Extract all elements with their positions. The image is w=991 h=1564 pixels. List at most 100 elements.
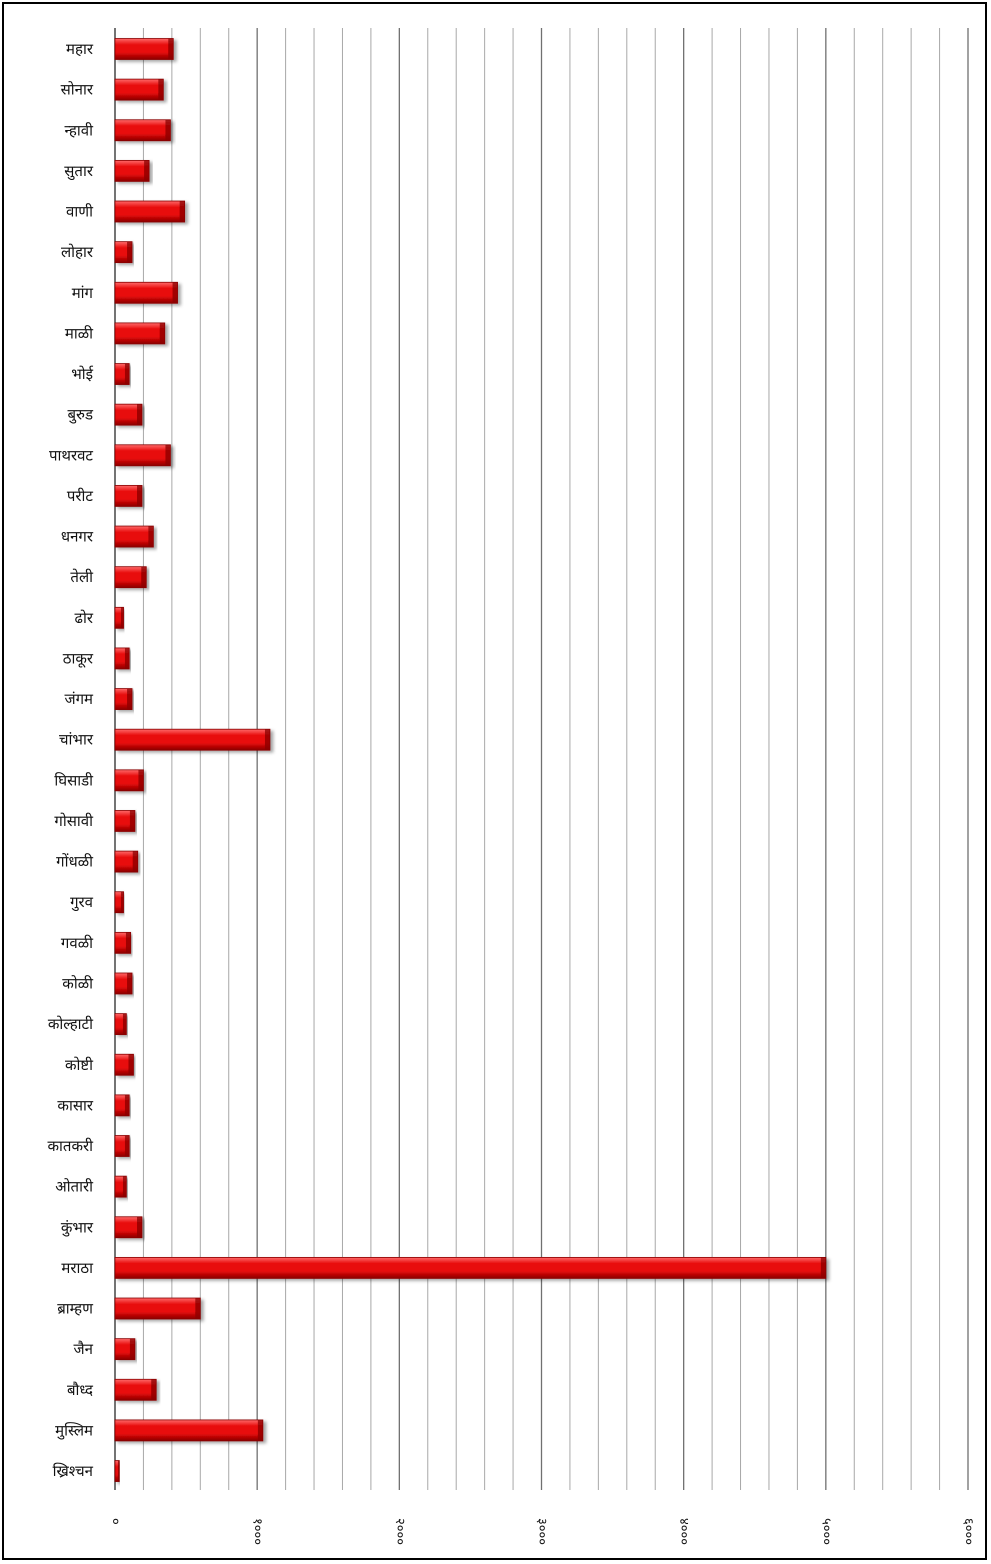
bar-end-cap	[158, 79, 164, 101]
bar-20	[114, 810, 136, 832]
bar-end-cap	[122, 1013, 127, 1035]
category-label: माळी	[65, 324, 94, 342]
bar-end-cap	[148, 526, 154, 548]
x-tick-label: २०००	[392, 1518, 407, 1545]
bar-26	[114, 1053, 134, 1076]
bar-end-cap	[179, 201, 185, 223]
bar-end-cap	[120, 607, 124, 629]
bar-rect	[114, 444, 171, 467]
category-label: गोंधळी	[56, 853, 94, 871]
category-label: धनगर	[61, 528, 94, 546]
bar-end-cap	[141, 566, 147, 588]
category-label: ढोर	[75, 609, 94, 627]
bar-rect	[114, 119, 171, 142]
bar-end-cap	[264, 729, 270, 751]
category-label: कोष्टी	[65, 1056, 94, 1074]
bar-10	[114, 403, 143, 426]
bar-33	[114, 1338, 136, 1361]
category-label: न्हावी	[64, 121, 94, 139]
bar-end-cap	[137, 1216, 143, 1238]
gridlines	[114, 28, 969, 1490]
bar-end-cap	[124, 363, 130, 385]
bar-end-cap	[127, 688, 133, 710]
bar-5	[114, 200, 186, 223]
bar-end-cap	[117, 1460, 120, 1482]
bar-11	[114, 444, 171, 467]
bar-29	[114, 1175, 127, 1198]
bar-22	[114, 891, 124, 914]
category-label: ख्रिश्चन	[53, 1462, 94, 1480]
bar-7	[114, 281, 178, 304]
category-label: महार	[66, 40, 94, 58]
category-label: कुंभार	[61, 1218, 94, 1237]
category-label: परीट	[67, 487, 94, 505]
category-label: गोसावी	[54, 812, 94, 830]
bar-end-cap	[129, 810, 135, 832]
category-label: बौध्द	[67, 1381, 94, 1399]
bar-36	[114, 1460, 120, 1482]
bar-14	[114, 566, 147, 589]
bar-rect	[114, 1257, 827, 1279]
bar-end-cap	[144, 160, 150, 182]
bar-end-cap	[159, 322, 165, 344]
x-tick-label: ४०००	[676, 1518, 691, 1545]
bar-end-cap	[165, 119, 171, 141]
bar-rect	[114, 78, 164, 101]
bar-end-cap	[125, 932, 131, 954]
bar-4	[114, 159, 150, 182]
category-label: कोळी	[62, 974, 94, 992]
bar-end-cap	[120, 891, 124, 913]
bar-3	[114, 119, 171, 142]
category-label: मराठा	[61, 1259, 94, 1277]
x-tick-label: ३०००	[534, 1518, 549, 1545]
category-label: ठाकूर	[63, 649, 94, 668]
bar-13	[114, 525, 154, 548]
bar-19	[114, 769, 144, 792]
x-tick-label: ६०००	[961, 1518, 976, 1545]
bar-end-cap	[137, 485, 143, 507]
bar-end-cap	[124, 1094, 130, 1116]
bar-1	[114, 38, 174, 60]
bar-end-cap	[195, 1298, 201, 1320]
bar-17	[114, 688, 133, 710]
bar-end-cap	[137, 404, 143, 426]
bar-end-cap	[129, 1338, 135, 1360]
bar-18	[114, 728, 271, 751]
bars	[114, 38, 827, 1482]
category-label: जैन	[74, 1340, 94, 1358]
category-label: पाथरवट	[49, 446, 93, 464]
bar-23	[114, 931, 132, 954]
bar-9	[114, 363, 130, 385]
bar-6	[114, 241, 133, 264]
bar-rect	[114, 200, 186, 223]
category-label: ब्राम्हण	[57, 1300, 94, 1318]
category-label: ओतारी	[55, 1178, 94, 1196]
x-tick-label: ५०००	[818, 1518, 833, 1545]
bar-30	[114, 1216, 143, 1239]
bar-end-cap	[128, 1054, 134, 1076]
category-label: गुरव	[70, 893, 94, 912]
bar-16	[114, 647, 130, 670]
bar-25	[114, 1013, 127, 1036]
category-label: सोनार	[61, 81, 94, 99]
bar-31	[114, 1257, 827, 1279]
bar-end-cap	[151, 1379, 157, 1401]
category-label: कोल्हाटी	[48, 1015, 94, 1033]
category-label: चांभार	[59, 731, 94, 749]
bar-end-cap	[132, 851, 138, 873]
category-labels: महार सोनार न्हावी सुतार वाणी लोहार मांग माळी भोई…	[48, 40, 95, 1480]
bar-end-cap	[168, 38, 174, 60]
bar-34	[114, 1378, 157, 1401]
x-tick-label: १०००	[250, 1518, 265, 1545]
bar-27	[114, 1094, 130, 1117]
bar-end-cap	[172, 282, 178, 304]
bar-end-cap	[165, 444, 171, 466]
category-label: वाणी	[66, 203, 94, 221]
bar-rect	[114, 1378, 157, 1401]
bar-24	[114, 972, 133, 995]
category-label: भोई	[71, 365, 94, 383]
bar-15	[114, 606, 124, 629]
bar-rect	[114, 728, 271, 751]
category-label: बुरुड	[67, 406, 94, 425]
bar-2	[114, 78, 164, 101]
